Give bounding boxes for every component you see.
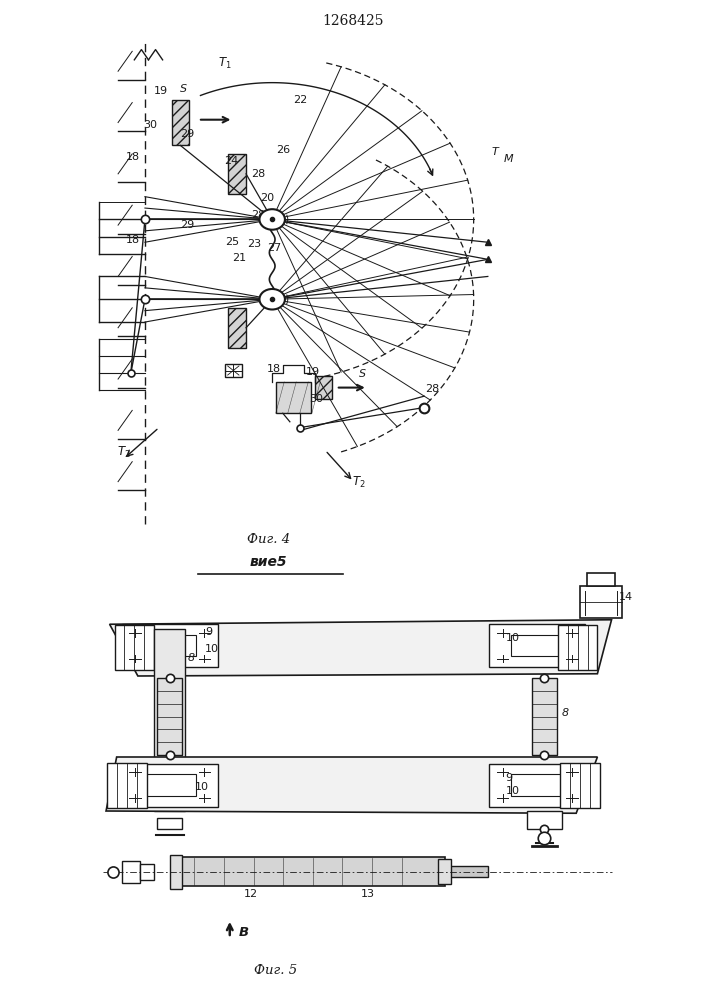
Text: 29: 29 — [180, 220, 194, 230]
Bar — [122, 624, 218, 667]
Text: 13: 13 — [361, 889, 375, 899]
Bar — [489, 764, 585, 807]
Text: 12: 12 — [244, 889, 258, 899]
Text: 8: 8 — [187, 653, 194, 663]
Bar — [228, 154, 246, 194]
Text: $T_2$: $T_2$ — [117, 445, 130, 460]
Text: S: S — [359, 369, 366, 379]
Bar — [489, 624, 585, 667]
Circle shape — [259, 289, 285, 310]
Bar — [115, 625, 154, 670]
Bar — [157, 678, 182, 755]
Text: 24: 24 — [224, 156, 238, 166]
Text: вие5: вие5 — [250, 555, 288, 569]
Bar — [122, 764, 218, 807]
Text: 30: 30 — [143, 120, 157, 130]
Text: 9: 9 — [506, 773, 513, 783]
Bar — [580, 586, 622, 617]
Text: 26: 26 — [276, 145, 290, 155]
Text: $T_2$: $T_2$ — [352, 475, 366, 490]
Bar — [445, 866, 488, 877]
Text: M: M — [503, 154, 513, 164]
Text: B: B — [239, 926, 249, 939]
Bar — [154, 629, 185, 811]
Bar — [587, 572, 615, 586]
Circle shape — [259, 209, 285, 230]
Bar — [107, 763, 147, 808]
Text: Фиг. 5: Фиг. 5 — [255, 964, 297, 977]
Text: T: T — [491, 147, 498, 157]
Bar — [170, 855, 182, 889]
Bar — [157, 818, 182, 829]
Bar — [122, 860, 140, 883]
Bar — [511, 635, 563, 656]
Text: 30: 30 — [310, 394, 324, 404]
Text: 29: 29 — [180, 129, 194, 139]
Text: 1268425: 1268425 — [323, 14, 384, 28]
Text: 8: 8 — [562, 708, 569, 718]
Text: 23: 23 — [247, 239, 262, 249]
Text: 10: 10 — [205, 644, 219, 654]
Text: 18: 18 — [267, 364, 281, 374]
Text: 19: 19 — [305, 367, 320, 377]
Bar — [140, 864, 154, 880]
Text: 18: 18 — [126, 152, 140, 162]
Bar — [180, 857, 445, 886]
Bar — [172, 100, 189, 145]
Text: 28: 28 — [426, 384, 440, 394]
Text: 9: 9 — [205, 627, 212, 637]
Text: 22: 22 — [293, 95, 308, 105]
Text: 27: 27 — [267, 243, 281, 253]
Text: 14: 14 — [619, 591, 633, 601]
Text: 10: 10 — [506, 786, 520, 796]
Text: 10: 10 — [194, 782, 209, 792]
Text: S: S — [180, 84, 187, 94]
Bar — [315, 376, 332, 399]
Text: 21: 21 — [232, 253, 246, 263]
Text: 10: 10 — [506, 633, 520, 643]
Text: 20: 20 — [260, 193, 274, 203]
Bar — [144, 635, 196, 656]
Text: 18: 18 — [126, 235, 140, 245]
Polygon shape — [110, 620, 612, 676]
Text: 25: 25 — [225, 237, 239, 247]
Bar — [560, 763, 600, 808]
Bar — [558, 625, 597, 670]
Bar — [532, 678, 557, 755]
Bar — [228, 308, 246, 348]
Text: 28: 28 — [251, 169, 265, 179]
Bar — [276, 382, 311, 413]
Text: Фиг. 4: Фиг. 4 — [247, 533, 290, 546]
Bar — [225, 364, 242, 377]
Bar — [438, 859, 451, 884]
Bar — [511, 774, 563, 796]
Text: $T_1$: $T_1$ — [218, 56, 231, 71]
Polygon shape — [106, 757, 597, 813]
Bar — [144, 774, 196, 796]
Text: 19: 19 — [154, 86, 168, 96]
Bar — [527, 811, 562, 829]
Text: 28: 28 — [251, 210, 265, 220]
